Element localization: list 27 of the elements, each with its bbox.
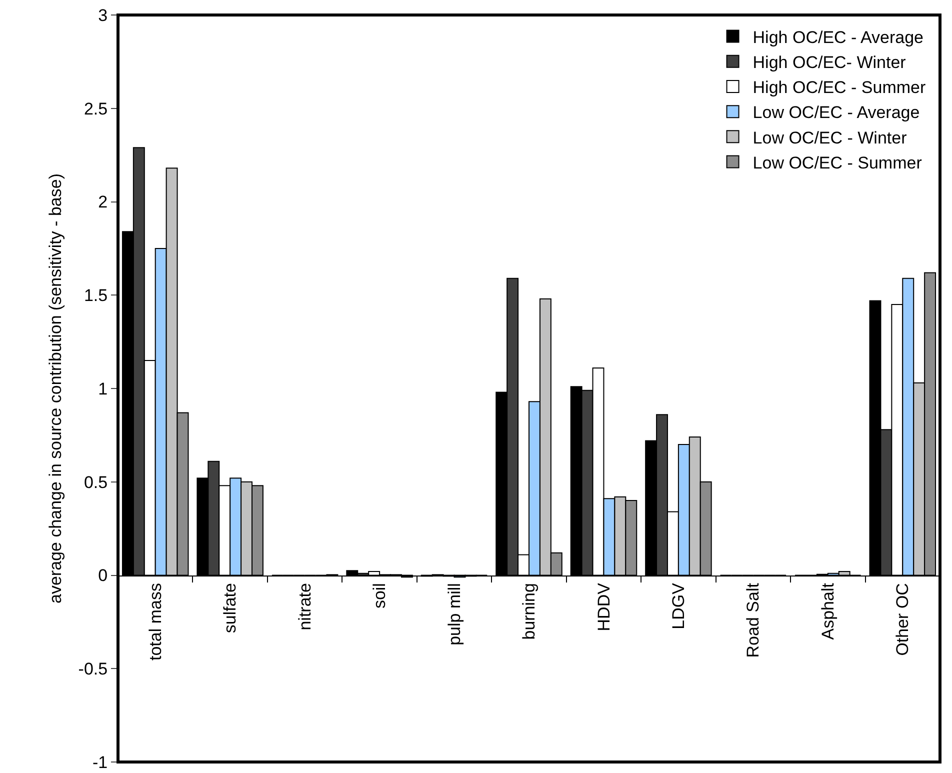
y-tick-label: -0.5 bbox=[78, 660, 108, 679]
x-tick-label: HDDV bbox=[594, 582, 614, 632]
y-tick-label: 2 bbox=[98, 192, 108, 212]
legend-label: High OC/EC - Average bbox=[752, 28, 924, 47]
y-tick-label: -1 bbox=[92, 752, 108, 772]
x-tick-label: Asphalt bbox=[818, 582, 838, 640]
legend-label: Low OC/EC - Average bbox=[752, 103, 920, 122]
legend-label: Low OC/EC - Winter bbox=[752, 128, 908, 148]
x-tick-label: nitrate bbox=[295, 583, 314, 630]
y-tick-label: 2.5 bbox=[84, 99, 108, 118]
legend-label: High OC/EC - Summer bbox=[752, 78, 926, 98]
x-tick-label: sulfate bbox=[220, 583, 240, 634]
x-tick-label: LDGV bbox=[668, 582, 688, 630]
legend-label: Low OC/EC - Summer bbox=[752, 153, 922, 172]
y-tick-label: 1 bbox=[98, 379, 108, 398]
y-tick-label: 0.5 bbox=[84, 472, 108, 492]
x-tick-label: burning bbox=[520, 583, 539, 640]
x-tick-label: Road Salt bbox=[744, 582, 763, 658]
x-tick-label: Other OC bbox=[893, 583, 912, 656]
y-axis-title: average change in source contribution (sensitivity - base) bbox=[46, 174, 65, 604]
y-tick-label: 1.5 bbox=[84, 286, 108, 306]
x-tick-label: pulp mill bbox=[444, 583, 464, 646]
x-tick-label: soil bbox=[370, 583, 390, 609]
x-tick-label: total mass bbox=[146, 583, 165, 661]
y-tick-label: 0 bbox=[98, 566, 108, 586]
legend-label: High OC/EC- Winter bbox=[752, 53, 906, 72]
y-tick-label: 3 bbox=[98, 6, 108, 25]
